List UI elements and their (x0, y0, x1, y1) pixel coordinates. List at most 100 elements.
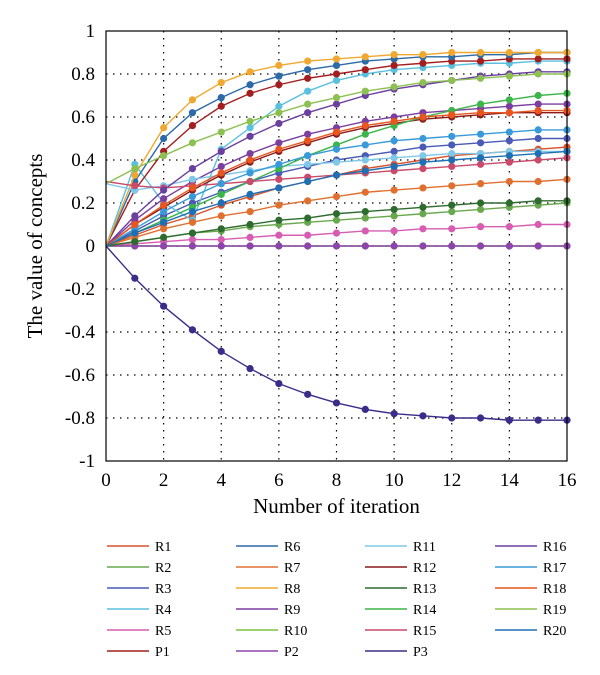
data-point (160, 152, 168, 160)
data-point (448, 201, 456, 209)
data-point (476, 100, 485, 108)
data-point (304, 160, 312, 168)
data-point (534, 91, 542, 100)
data-point (131, 274, 139, 282)
data-point (275, 242, 283, 250)
data-point (419, 152, 427, 160)
data-point (476, 74, 485, 82)
legend-item-r12: R12 (365, 561, 436, 576)
data-point (246, 177, 254, 186)
data-point (390, 61, 398, 69)
data-point (448, 48, 456, 57)
data-point (505, 242, 513, 250)
data-point (246, 233, 254, 241)
data-point (217, 190, 225, 198)
data-point (217, 199, 225, 207)
data-point (304, 130, 312, 138)
data-point (448, 149, 456, 158)
x-axis-title: Number of iteration (253, 494, 420, 518)
data-point (419, 59, 427, 67)
series-r18 (105, 106, 571, 247)
data-point (275, 145, 283, 153)
data-point (217, 147, 225, 155)
data-point (131, 229, 139, 237)
data-point (534, 55, 542, 63)
data-point (131, 220, 139, 229)
data-point (304, 231, 312, 239)
data-point (361, 227, 369, 235)
data-point (419, 143, 427, 151)
data-point (361, 87, 369, 95)
data-point (505, 416, 513, 424)
data-point (332, 192, 341, 201)
series-r13 (105, 197, 571, 247)
data-point (246, 149, 254, 158)
data-point (304, 100, 312, 108)
legend-item-p3: P3 (365, 645, 428, 660)
data-point (304, 74, 312, 82)
data-point (332, 171, 341, 179)
data-point (390, 117, 398, 125)
data-point (476, 199, 485, 207)
x-tick-label: 6 (274, 470, 284, 491)
series-r6 (105, 48, 571, 247)
data-point (332, 61, 341, 69)
grid (106, 31, 567, 461)
series-r2 (105, 199, 571, 247)
x-tick-label: 4 (217, 470, 227, 491)
legend-item-r1: R1 (107, 540, 171, 555)
data-point (160, 195, 168, 203)
data-point (534, 149, 542, 158)
y-tick-label: -1 (79, 451, 95, 472)
data-point (217, 180, 225, 188)
data-point (188, 122, 197, 130)
data-point (505, 158, 513, 166)
data-point (188, 165, 197, 173)
data-point (505, 152, 513, 160)
data-point (534, 177, 542, 186)
data-point (275, 102, 283, 110)
data-point (361, 242, 369, 250)
legend-label: R6 (284, 540, 300, 555)
legend: R1 R2 R3 R4 R5 P1 R6 R7 R8 R9 R10 P2 R11 R12 R13 R14 R15… (107, 540, 566, 660)
data-point (361, 208, 369, 216)
data-point (217, 347, 225, 355)
data-point (217, 235, 225, 244)
data-point (275, 61, 283, 69)
y-tick-label: 0.6 (71, 107, 95, 128)
data-point (332, 210, 341, 218)
legend-label: R7 (284, 561, 300, 576)
data-point (188, 218, 197, 226)
data-point (188, 208, 197, 216)
legend-item-r19: R19 (495, 603, 566, 618)
data-point (188, 175, 197, 183)
data-point (361, 156, 369, 164)
data-point (448, 414, 456, 422)
data-point (534, 100, 542, 108)
data-point (304, 197, 312, 205)
data-point (275, 216, 283, 224)
data-point (304, 109, 312, 117)
data-point (217, 169, 225, 177)
data-point (131, 212, 139, 220)
data-point (246, 208, 254, 216)
x-tick-label: 10 (385, 470, 404, 491)
legend-label: P3 (413, 645, 428, 660)
y-tick-label: -0.8 (65, 408, 95, 429)
legend-item-p1: P1 (107, 645, 170, 660)
data-point (217, 79, 225, 87)
x-tick-label: 16 (558, 470, 577, 491)
data-point (419, 165, 427, 173)
data-point (332, 94, 341, 102)
data-point (419, 113, 427, 121)
data-point (505, 48, 513, 57)
x-tick-label: 14 (500, 470, 520, 491)
data-point (361, 167, 369, 175)
data-point (188, 96, 197, 104)
data-point (505, 96, 513, 104)
data-point (160, 201, 168, 209)
data-point (390, 242, 398, 250)
data-point (332, 70, 341, 78)
data-point (304, 214, 312, 222)
data-point (160, 242, 168, 250)
